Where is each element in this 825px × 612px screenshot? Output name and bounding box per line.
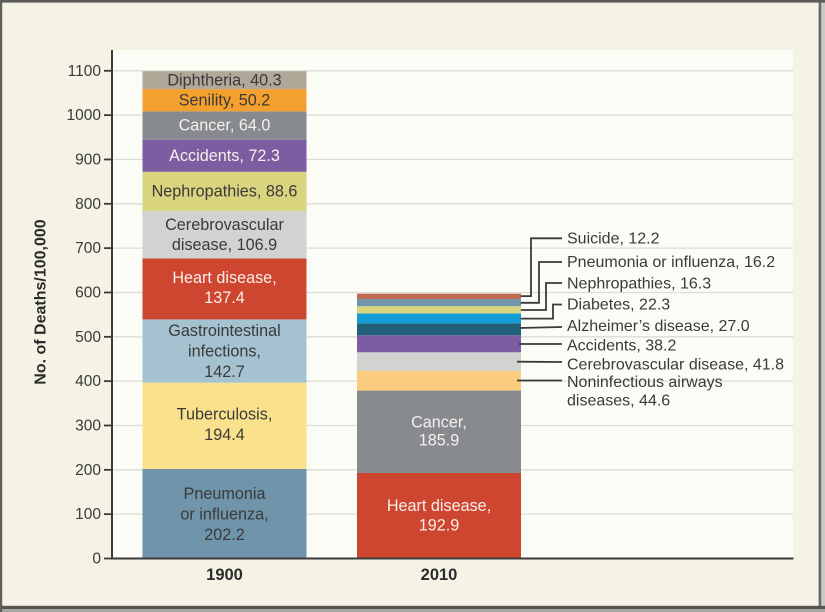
svg-text:Heart disease,: Heart disease, [172,269,276,287]
svg-text:Alzheimer’s disease, 27.0: Alzheimer’s disease, 27.0 [567,318,750,335]
svg-text:diseases, 44.6: diseases, 44.6 [567,393,670,410]
svg-text:Pneumonia or influenza, 16.2: Pneumonia or influenza, 16.2 [567,254,775,271]
svg-text:100: 100 [75,506,101,523]
svg-text:Suicide, 12.2: Suicide, 12.2 [567,230,660,247]
svg-text:Nephropathies, 88.6: Nephropathies, 88.6 [152,182,298,200]
svg-text:Senility, 50.2: Senility, 50.2 [179,91,270,109]
svg-text:1000: 1000 [67,107,102,124]
svg-text:Pneumonia: Pneumonia [184,485,266,503]
svg-text:or influenza,: or influenza, [180,505,268,523]
svg-text:Accidents, 72.3: Accidents, 72.3 [169,147,280,165]
svg-text:142.7: 142.7 [204,363,245,381]
svg-text:185.9: 185.9 [419,431,460,449]
svg-text:Noninfectious airways: Noninfectious airways [567,374,723,391]
svg-text:1100: 1100 [68,63,102,80]
svg-text:600: 600 [75,285,101,302]
svg-text:Nephropathies, 16.3: Nephropathies, 16.3 [567,275,711,292]
svg-text:Tuberculosis,: Tuberculosis, [177,406,273,424]
svg-text:disease, 106.9: disease, 106.9 [172,236,277,254]
svg-text:1900: 1900 [206,566,243,584]
svg-text:infections,: infections, [188,343,261,361]
svg-text:500: 500 [75,329,101,346]
svg-text:202.2: 202.2 [204,526,245,544]
svg-text:700: 700 [75,240,101,257]
svg-text:Diphtheria, 40.3: Diphtheria, 40.3 [167,71,281,89]
svg-text:No. of Deaths/100,000: No. of Deaths/100,000 [33,219,50,385]
svg-text:200: 200 [75,462,101,479]
svg-text:137.4: 137.4 [204,289,245,307]
svg-text:Accidents, 38.2: Accidents, 38.2 [567,338,677,355]
svg-text:Diabetes, 22.3: Diabetes, 22.3 [567,297,670,314]
svg-text:Heart disease,: Heart disease, [387,497,491,515]
svg-text:400: 400 [75,373,101,390]
svg-text:Cancer,: Cancer, [411,413,467,431]
svg-text:194.4: 194.4 [204,426,245,444]
svg-text:Cerebrovascular disease, 41.8: Cerebrovascular disease, 41.8 [567,357,784,374]
svg-text:Cerebrovascular: Cerebrovascular [165,216,284,234]
svg-text:192.9: 192.9 [419,517,460,535]
svg-text:Gastrointestinal: Gastrointestinal [168,322,280,340]
svg-text:900: 900 [75,152,101,169]
svg-text:0: 0 [92,551,101,568]
svg-text:Cancer, 64.0: Cancer, 64.0 [179,117,271,135]
svg-text:300: 300 [75,418,101,435]
svg-text:800: 800 [75,196,101,213]
svg-text:2010: 2010 [421,566,458,584]
